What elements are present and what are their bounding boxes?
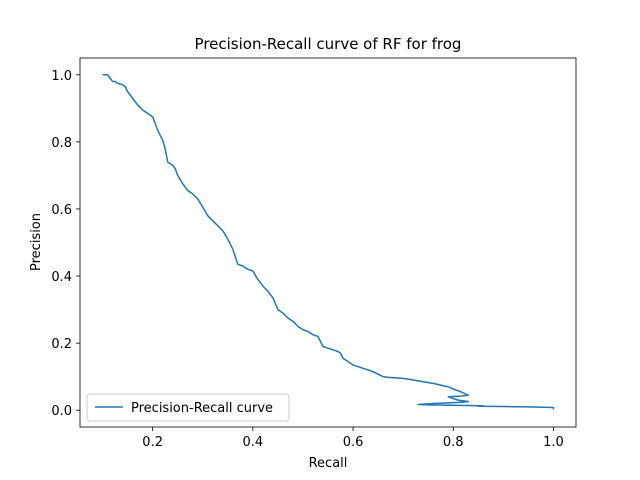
series-line-precision-recall bbox=[102, 74, 555, 410]
legend-box bbox=[86, 393, 290, 422]
legend-label: Precision-Recall curve bbox=[131, 401, 273, 416]
x-tick-label: 0.8 bbox=[443, 435, 464, 450]
x-tick-label: 0.2 bbox=[142, 435, 163, 450]
y-tick-label: 1.0 bbox=[51, 69, 72, 84]
y-tick-label: 0.0 bbox=[51, 404, 72, 419]
x-axis-ticks: 0.2 0.4 0.6 0.8 1.0 bbox=[142, 427, 564, 450]
x-tick-label: 0.6 bbox=[343, 435, 364, 450]
y-tick-label: 0.4 bbox=[51, 270, 72, 285]
plot-frame bbox=[79, 57, 577, 428]
x-tick-label: 0.4 bbox=[243, 435, 264, 450]
y-axis-label: Precision bbox=[29, 213, 44, 271]
y-tick-label: 0.6 bbox=[51, 203, 72, 218]
y-tick-label: 0.8 bbox=[51, 136, 72, 151]
x-tick-label: 1.0 bbox=[543, 435, 564, 450]
series-layer bbox=[102, 74, 555, 410]
x-axis-label: Recall bbox=[309, 456, 348, 471]
y-tick-label: 0.2 bbox=[51, 337, 72, 352]
y-axis-ticks: 0.0 0.2 0.4 0.6 0.8 1.0 bbox=[51, 69, 80, 419]
chart-title: Precision-Recall curve of RF for frog bbox=[195, 35, 462, 53]
legend: Precision-Recall curve bbox=[86, 393, 290, 422]
